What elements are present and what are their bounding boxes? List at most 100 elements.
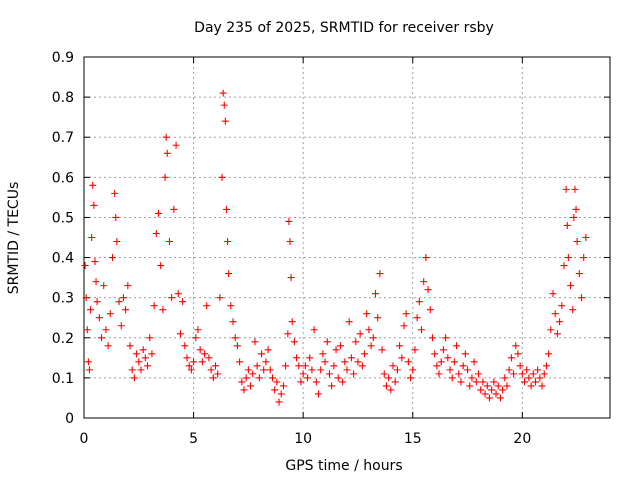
x-tick-label: 20 — [513, 431, 531, 447]
data-point — [264, 346, 272, 354]
data-point — [227, 302, 235, 310]
data-point — [514, 350, 522, 358]
data-point — [279, 382, 287, 390]
data-point — [306, 354, 314, 362]
data-point — [564, 254, 572, 262]
data-point — [479, 378, 487, 386]
data-point — [273, 378, 281, 386]
data-point — [553, 330, 561, 338]
data-point — [572, 205, 580, 213]
data-point — [385, 374, 393, 382]
data-point — [113, 238, 121, 246]
data-point — [221, 117, 229, 125]
data-point — [534, 366, 542, 374]
data-point — [518, 370, 526, 378]
data-point — [290, 338, 298, 346]
data-point — [194, 326, 202, 334]
data-point — [224, 238, 232, 246]
data-point — [106, 310, 114, 318]
data-point — [499, 386, 507, 394]
data-point — [435, 370, 443, 378]
data-point — [119, 294, 127, 302]
data-point — [170, 205, 178, 213]
data-point — [83, 326, 91, 334]
data-point — [492, 390, 500, 398]
data-point — [457, 378, 465, 386]
data-point — [573, 238, 581, 246]
y-tick-label: 0.2 — [52, 331, 74, 347]
data-point — [301, 362, 309, 370]
grid-lines — [84, 57, 610, 418]
data-point — [128, 366, 136, 374]
data-point — [464, 366, 472, 374]
data-point — [187, 366, 195, 374]
data-point — [222, 205, 230, 213]
data-point — [102, 326, 110, 334]
data-point — [407, 374, 415, 382]
data-point — [176, 330, 184, 338]
plot-frame — [83, 56, 611, 419]
data-point — [580, 254, 588, 262]
data-point — [560, 262, 568, 270]
data-point — [426, 306, 434, 314]
data-point — [91, 258, 99, 266]
data-point — [575, 270, 583, 278]
x-axis-ticks: 0 5 10 15 20 — [80, 57, 531, 447]
data-point — [400, 322, 408, 330]
data-point — [233, 342, 241, 350]
data-point — [288, 318, 296, 326]
data-point — [90, 201, 98, 209]
data-point — [141, 354, 149, 362]
data-point — [433, 362, 441, 370]
data-point — [92, 278, 100, 286]
data-point — [122, 306, 130, 314]
data-point — [521, 378, 529, 386]
data-point — [562, 185, 570, 193]
data-point — [247, 382, 255, 390]
data-point — [240, 386, 248, 394]
y-tick-label: 0.3 — [52, 291, 74, 307]
data-point — [415, 298, 423, 306]
y-tick-label: 0.1 — [52, 371, 74, 387]
data-point — [255, 374, 263, 382]
data-point — [168, 294, 176, 302]
data-point — [268, 374, 276, 382]
data-point — [437, 358, 445, 366]
y-axis-ticks: 0 0.1 0.2 0.3 0.4 0.5 0.6 0.7 0.8 0.9 — [52, 50, 610, 427]
data-point — [126, 342, 134, 350]
data-point — [558, 302, 566, 310]
data-point — [146, 334, 154, 342]
data-point — [162, 133, 170, 141]
data-point — [411, 346, 419, 354]
data-point — [512, 342, 520, 350]
data-point — [100, 282, 108, 290]
data-point — [207, 366, 215, 374]
data-point — [481, 390, 489, 398]
data-point — [203, 302, 211, 310]
data-point — [523, 366, 531, 374]
data-point — [352, 338, 360, 346]
data-point — [225, 270, 233, 278]
data-point — [503, 382, 511, 390]
data-point — [319, 350, 327, 358]
data-point — [271, 386, 279, 394]
data-point — [505, 366, 513, 374]
data-point — [139, 346, 147, 354]
data-point — [297, 378, 305, 386]
data-point — [286, 238, 294, 246]
data-point — [312, 378, 320, 386]
data-point — [525, 374, 533, 382]
y-tick-label: 0.6 — [52, 170, 74, 186]
data-point — [112, 213, 120, 221]
data-point — [220, 101, 228, 109]
data-point — [477, 386, 485, 394]
data-point — [214, 370, 222, 378]
data-point — [494, 382, 502, 390]
data-point — [89, 181, 97, 189]
data-point — [181, 342, 189, 350]
data-point — [510, 370, 518, 378]
data-point — [571, 185, 579, 193]
data-point — [389, 362, 397, 370]
data-point — [578, 294, 586, 302]
